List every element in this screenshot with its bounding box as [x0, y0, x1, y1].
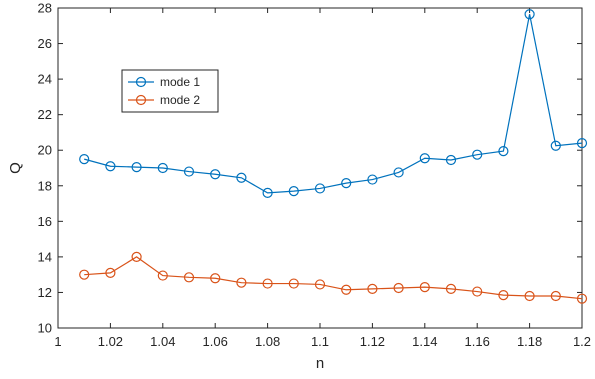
legend-marker — [135, 94, 147, 106]
y-tick-label: 12 — [38, 285, 52, 300]
data-point — [262, 187, 273, 198]
data-point — [550, 290, 561, 302]
x-tick-label: 1.08 — [255, 334, 280, 349]
data-point — [524, 9, 535, 20]
series-1 — [79, 9, 588, 198]
legend-box — [121, 69, 219, 113]
data-point — [576, 138, 588, 149]
x-tick-label: 1.04 — [150, 334, 175, 349]
data-point — [183, 166, 195, 177]
x-axis-label: n — [316, 355, 324, 372]
data-point — [419, 153, 430, 164]
data-point — [210, 273, 221, 284]
data-point — [79, 269, 90, 280]
data-point — [131, 162, 142, 173]
series-layer — [79, 9, 588, 304]
x-tick-label: 1.06 — [203, 334, 228, 349]
legend-item: mode 2 — [128, 93, 200, 107]
y-tick-label: 24 — [38, 72, 52, 87]
data-point — [524, 290, 535, 302]
data-point — [472, 286, 483, 297]
y-axis-label: Q — [7, 162, 24, 174]
data-point — [341, 284, 352, 295]
y-tick-label: 14 — [38, 249, 52, 264]
data-point — [367, 283, 378, 294]
data-point — [314, 279, 326, 290]
data-point — [236, 172, 247, 183]
y-tick-label: 28 — [38, 1, 52, 16]
y-tick-label: 16 — [38, 214, 52, 229]
x-tick-label: 1.2 — [573, 334, 591, 349]
x-axis-ticks: 1 1.02 1.04 1.06 1.08 1.1 1.12 1.14 1.16 1.18 1.2 — [54, 8, 591, 349]
data-point — [472, 149, 483, 160]
data-point — [105, 267, 116, 278]
y-tick-label: 22 — [38, 107, 52, 122]
x-tick-label: 1 — [54, 334, 61, 349]
x-tick-label: 1.12 — [360, 334, 385, 349]
data-point — [498, 146, 509, 157]
y-axis-ticks: 10 12 14 16 18 20 22 24 26 28 — [38, 1, 582, 336]
data-point — [131, 251, 142, 262]
data-point — [445, 154, 457, 166]
data-point — [367, 174, 378, 185]
y-tick-label: 26 — [38, 36, 52, 51]
data-point — [105, 161, 116, 172]
x-tick-label: 1.14 — [412, 334, 437, 349]
data-point — [79, 154, 90, 165]
x-tick-label: 1.1 — [311, 334, 329, 349]
data-point — [576, 293, 588, 304]
data-point — [236, 277, 247, 288]
legend-item: mode 1 — [128, 75, 200, 89]
data-point — [262, 278, 273, 289]
data-point — [550, 140, 561, 151]
data-point — [341, 178, 352, 189]
data-point — [498, 290, 509, 301]
legend-label: mode 1 — [160, 75, 200, 89]
legend: mode 1 mode 2 — [121, 69, 219, 113]
data-point — [419, 282, 430, 293]
y-tick-label: 20 — [38, 143, 52, 158]
x-tick-label: 1.02 — [98, 334, 123, 349]
legend-label: mode 2 — [160, 93, 200, 107]
x-tick-label: 1.18 — [517, 334, 542, 349]
data-point — [314, 183, 326, 194]
data-point — [288, 186, 299, 197]
series-2 — [79, 251, 588, 304]
y-tick-label: 10 — [38, 321, 52, 336]
data-point — [288, 278, 299, 289]
data-point — [393, 167, 404, 178]
data-point — [393, 282, 404, 294]
data-point — [157, 162, 168, 174]
data-point — [445, 283, 457, 294]
data-point — [183, 272, 195, 283]
legend-marker — [135, 76, 147, 88]
data-point — [157, 270, 168, 281]
x-tick-label: 1.16 — [465, 334, 490, 349]
y-tick-label: 18 — [38, 178, 52, 193]
data-point — [210, 169, 221, 180]
